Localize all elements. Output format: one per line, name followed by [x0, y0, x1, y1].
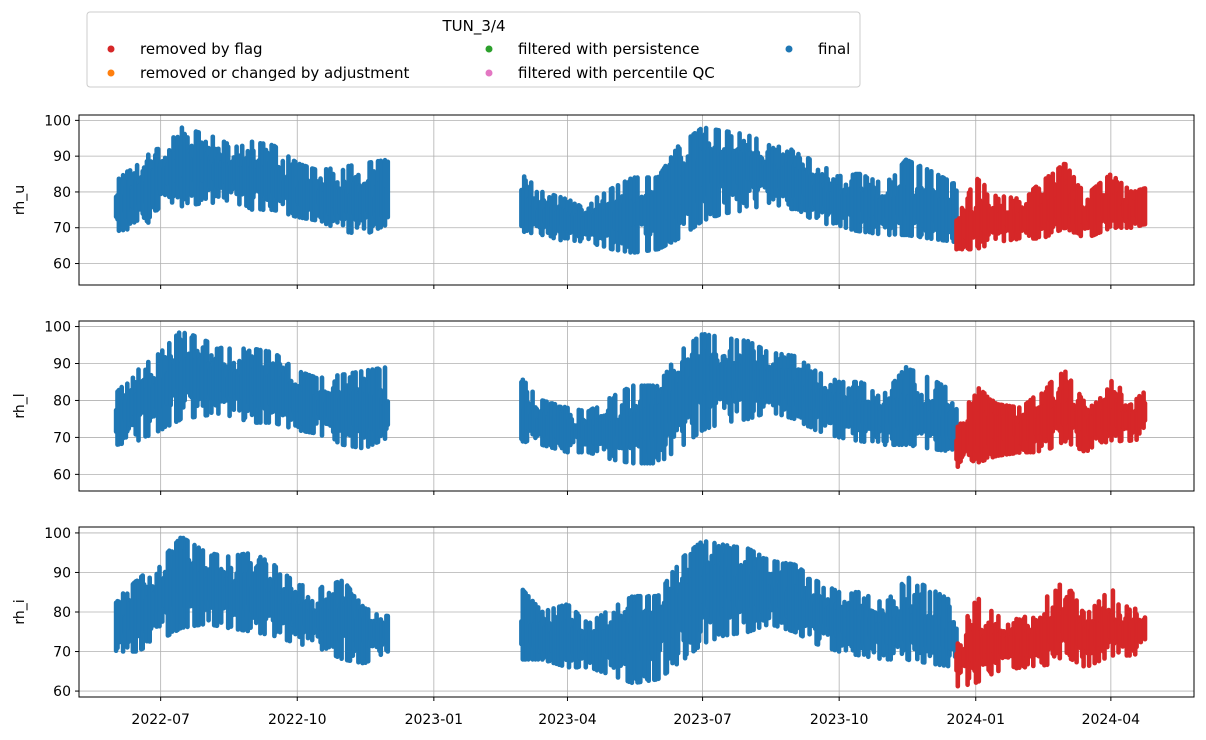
- x-tick-label-2024-01: 2024-01: [947, 712, 1006, 728]
- legend-label-removed-by-flag: removed by flag: [140, 40, 263, 58]
- panels: 60 70 80 90 100 rh_u 60 70 80 90 100 rh_l 60 70 80 90 10…: [12, 113, 1195, 728]
- legend-label-percentile-qc: filtered with percentile QC: [518, 64, 715, 82]
- legend-frame: [86, 11, 861, 88]
- legend-label-final: final: [818, 40, 850, 58]
- y-axis-label-rh_i: rh_i: [12, 599, 28, 624]
- x-tick-label-2023-10: 2023-10: [810, 712, 869, 728]
- legend-marker-percentile-qc: [485, 69, 493, 77]
- legend-marker-persistence: [485, 45, 493, 53]
- x-tick-label-2024-04: 2024-04: [1082, 712, 1141, 728]
- axes-frame: [78, 114, 1195, 286]
- y-tick-label-70: 70: [53, 430, 71, 446]
- legend-title: TUN_3/4: [441, 17, 505, 36]
- y-tick-label-100: 100: [44, 320, 71, 336]
- legend-marker-removed-or-changed: [107, 69, 115, 77]
- y-tick-label-90: 90: [53, 357, 71, 373]
- y-tick-label-90: 90: [53, 149, 71, 165]
- x-tick-label-2022-07: 2022-07: [131, 712, 190, 728]
- y-tick-label-70: 70: [53, 221, 71, 237]
- legend: TUN_3/4 removed by flag removed or chang…: [86, 11, 861, 88]
- panel-rh_i: 60 70 80 90 100 rh_i: [12, 526, 1195, 701]
- y-tick-label-60: 60: [53, 684, 71, 700]
- y-tick-label-80: 80: [53, 185, 71, 201]
- y-tick-label-80: 80: [53, 393, 71, 409]
- axes-frame: [78, 320, 1195, 492]
- y-tick-label-90: 90: [53, 565, 71, 581]
- legend-label-removed-or-changed: removed or changed by adjustment: [140, 64, 409, 82]
- panel-rh_l: 60 70 80 90 100 rh_l: [12, 320, 1195, 495]
- x-tick-label-2023-01: 2023-01: [405, 712, 464, 728]
- y-tick-label-100: 100: [44, 526, 71, 542]
- legend-label-persistence: filtered with persistence: [518, 40, 699, 58]
- y-tick-label-60: 60: [53, 257, 71, 273]
- panel-rh_u: 60 70 80 90 100 rh_u: [12, 113, 1195, 289]
- legend-marker-removed-by-flag: [107, 45, 115, 53]
- y-axis-label-rh_l: rh_l: [12, 393, 28, 418]
- y-tick-label-60: 60: [53, 467, 71, 483]
- legend-marker-final: [785, 45, 793, 53]
- y-tick-label-70: 70: [53, 645, 71, 661]
- y-tick-label-80: 80: [53, 605, 71, 621]
- y-tick-label-100: 100: [44, 113, 71, 129]
- x-tick-label-2023-07: 2023-07: [673, 712, 732, 728]
- x-tick-label-2022-10: 2022-10: [268, 712, 327, 728]
- y-axis-label-rh_u: rh_u: [12, 185, 28, 215]
- x-tick-label-2023-04: 2023-04: [538, 712, 597, 728]
